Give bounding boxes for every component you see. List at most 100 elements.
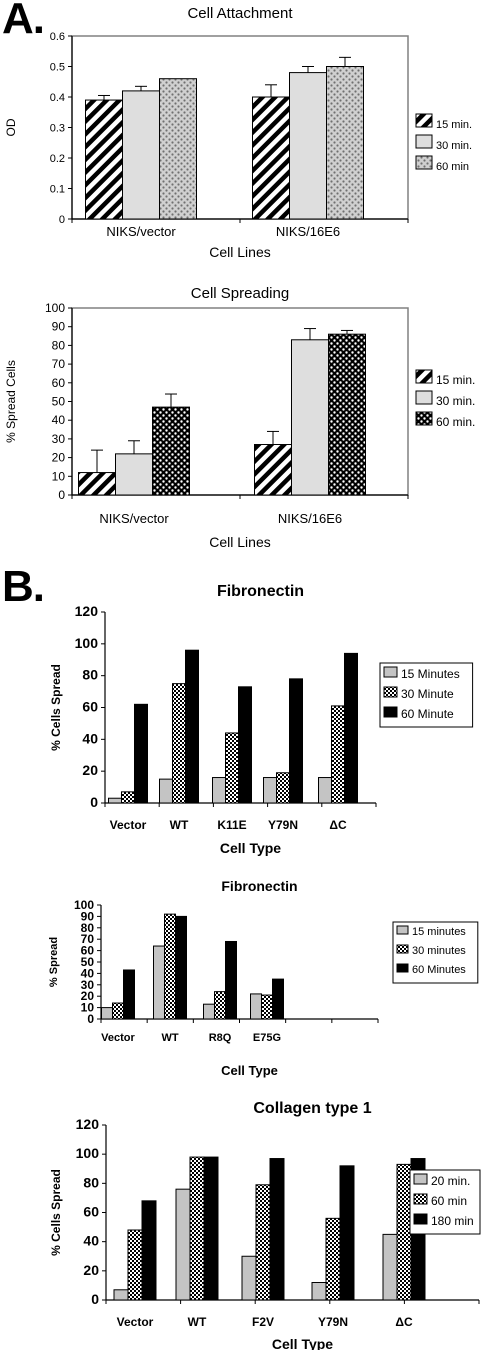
y-tick-label: 50 xyxy=(81,955,95,969)
y-tick-label: 90 xyxy=(81,909,95,923)
bar-spreading-0-1 xyxy=(254,444,292,496)
legend-swatch xyxy=(415,411,433,426)
category-label: F2V xyxy=(252,1315,274,1329)
legend-swatch xyxy=(383,666,398,678)
y-tick-label: 0 xyxy=(91,1291,99,1307)
bar-fibronectin2-2-1 xyxy=(175,915,187,1020)
legend-entry: 60 Minutes xyxy=(412,964,466,976)
legend-swatch xyxy=(396,925,409,935)
y-tick-label: 0 xyxy=(58,488,65,502)
fibronectin1-chart: 0 20 40 60 80 100 120 Vector WT K11E Y79N ΔC Fibrone… xyxy=(49,583,474,856)
y-tick-label: 0 xyxy=(87,1012,94,1026)
y-tick-label: 90 xyxy=(52,320,66,334)
bar-attachment-1-0 xyxy=(122,90,160,220)
category-label: K11E xyxy=(217,818,246,832)
bar-fibronectin1-2-0 xyxy=(134,703,148,804)
bar-fibronectin1-1-1 xyxy=(172,683,186,804)
legend: 20 min. 60 min 180 min xyxy=(409,1169,481,1235)
bar-fibronectin2-0-2 xyxy=(203,1003,215,1020)
attachment-chart: 0 0.1 0.2 0.3 0.4 0.5 0.6 NIKS/vector NIKS/16E6 C… xyxy=(4,5,472,260)
y-tick-label: 60 xyxy=(52,376,66,390)
legend-swatch xyxy=(415,390,433,405)
bar-fibronectin1-1-4 xyxy=(331,705,345,804)
legend-entry: 20 min. xyxy=(431,1174,470,1188)
y-axis-label: % Cells Spread xyxy=(49,1169,63,1256)
bar-fibronectin1-2-4 xyxy=(344,652,358,804)
category-label: NIKS/vector xyxy=(99,511,169,526)
y-tick-label: 70 xyxy=(81,932,95,946)
bar-fibronectin1-0-2 xyxy=(212,777,226,804)
category-label: NIKS/16E6 xyxy=(276,224,340,239)
legend-swatch xyxy=(413,1213,428,1225)
legend-entry: 15 minutes xyxy=(412,926,466,938)
y-tick-label: 100 xyxy=(74,898,94,912)
legend-entry: 60 Minute xyxy=(401,707,454,721)
y-tick-label: 120 xyxy=(76,1116,100,1132)
bar-fibronectin1-0-3 xyxy=(263,777,277,804)
y-tick-label: 0.1 xyxy=(50,184,65,196)
bar-fibronectin1-2-3 xyxy=(289,678,303,804)
legend-entry: 30 minutes xyxy=(412,945,466,957)
bar-collagen-0-0 xyxy=(113,1289,129,1301)
bar-fibronectin1-2-2 xyxy=(238,686,252,804)
bar-collagen-0-1 xyxy=(175,1188,191,1301)
y-tick-label: 40 xyxy=(52,413,66,427)
y-tick-label: 20 xyxy=(52,451,66,465)
panel-label-b: B. xyxy=(2,562,45,611)
bar-fibronectin2-1-2 xyxy=(214,991,226,1020)
bar-collagen-1-2 xyxy=(255,1184,271,1301)
legend-swatch xyxy=(415,134,433,149)
category-label: WT xyxy=(170,818,189,832)
y-tick-label: 10 xyxy=(52,469,66,483)
y-tick-label: 80 xyxy=(83,1174,99,1190)
y-tick-label: 40 xyxy=(81,966,95,980)
bar-collagen-2-1 xyxy=(203,1156,219,1301)
bar-fibronectin2-2-2 xyxy=(225,940,237,1020)
y-tick-label: 100 xyxy=(45,301,65,315)
y-tick-label: 60 xyxy=(83,1204,99,1220)
legend: 15 Minutes 30 Minute 60 Minute xyxy=(379,662,474,728)
x-axis-label: Cell Type xyxy=(220,840,281,856)
bar-attachment-0-1 xyxy=(252,96,290,220)
bar-fibronectin2-2-0 xyxy=(123,969,135,1020)
bar-spreading-0-0 xyxy=(78,472,116,496)
legend-entry: 15 min. xyxy=(436,119,472,131)
chart-title: Cell Attachment xyxy=(187,5,293,22)
chart-title: Cell Spreading xyxy=(191,285,289,302)
bar-spreading-2-1 xyxy=(328,333,366,496)
bar-collagen-1-4 xyxy=(396,1163,412,1301)
legend-entry: 30 min. xyxy=(436,140,472,152)
spreading-chart: 0 10 20 30 40 50 60 70 80 90 100 NIKS/vector NIKS/16… xyxy=(4,285,475,550)
y-tick-label: 20 xyxy=(82,762,98,778)
bar-attachment-2-0 xyxy=(159,78,197,220)
y-tick-label: 20 xyxy=(83,1262,99,1278)
x-axis-label: Cell Type xyxy=(272,1336,333,1350)
bar-fibronectin2-1-1 xyxy=(164,913,176,1020)
bar-fibronectin1-2-1 xyxy=(185,649,199,804)
bar-attachment-0-0 xyxy=(85,99,123,220)
chart-title: Fibronectin xyxy=(221,878,297,894)
x-axis-label: Cell Type xyxy=(221,1063,278,1078)
bar-collagen-1-0 xyxy=(127,1229,143,1301)
y-axis-label: OD xyxy=(4,118,18,136)
y-tick-label: 100 xyxy=(76,1145,100,1161)
y-tick-label: 30 xyxy=(81,978,95,992)
legend-entry: 180 min xyxy=(431,1214,474,1228)
y-tick-label: 70 xyxy=(52,357,66,371)
legend-swatch xyxy=(396,944,409,954)
legend-swatch xyxy=(396,963,409,973)
chart-title: Fibronectin xyxy=(217,583,304,600)
legend-entry: 15 Minutes xyxy=(401,667,460,681)
y-tick-label: 30 xyxy=(52,432,66,446)
bar-fibronectin2-0-1 xyxy=(153,945,165,1020)
category-label: WT xyxy=(161,1032,178,1044)
bar-collagen-1-1 xyxy=(189,1156,205,1301)
bar-collagen-0-4 xyxy=(382,1233,398,1301)
bar-fibronectin1-1-2 xyxy=(225,732,239,804)
bar-fibronectin1-1-0 xyxy=(121,791,135,804)
y-tick-label: 100 xyxy=(75,635,99,651)
bar-spreading-2-0 xyxy=(152,406,190,496)
y-tick-label: 10 xyxy=(81,1001,95,1015)
category-label: Vector xyxy=(110,818,147,832)
bar-collagen-2-3 xyxy=(339,1165,355,1301)
